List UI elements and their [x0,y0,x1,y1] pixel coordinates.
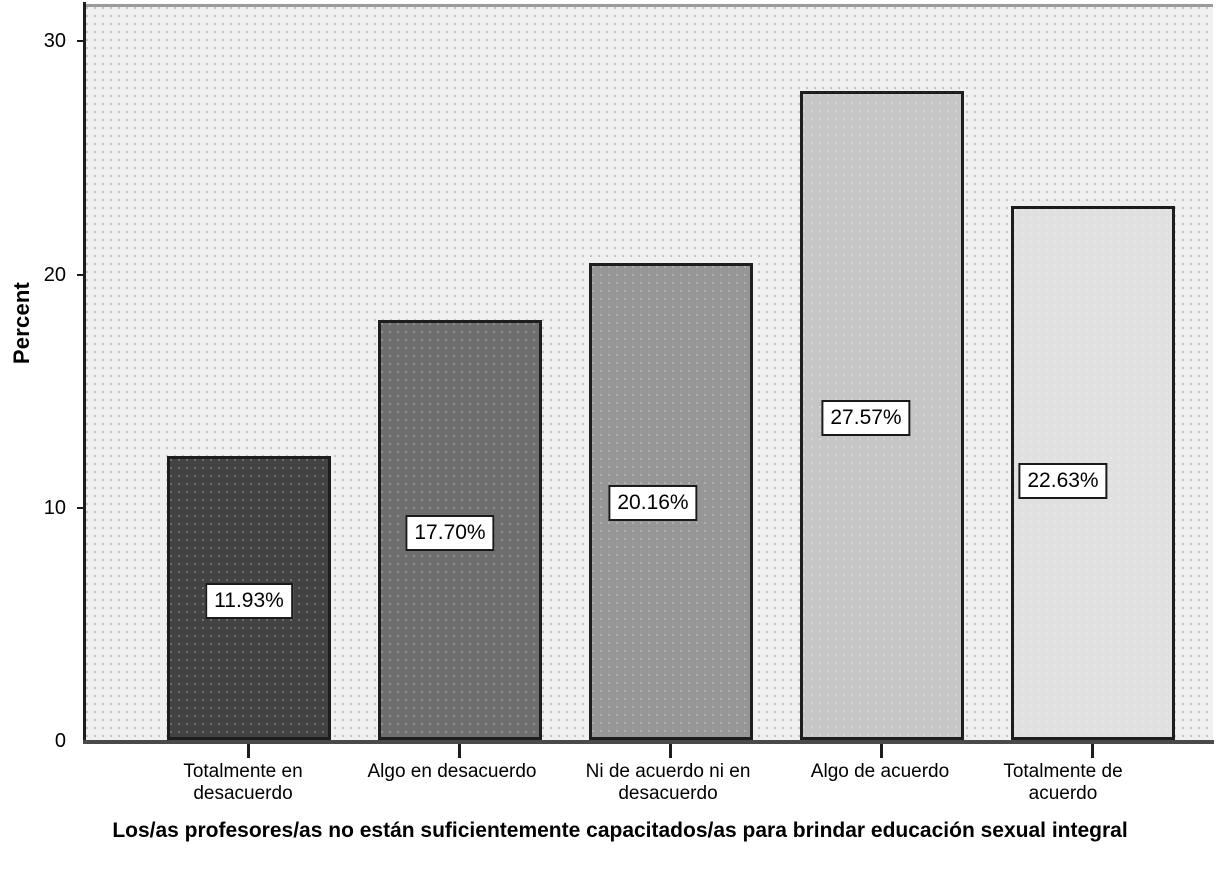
x-category-label-4: Algo de acuerdo [810,761,950,782]
data-label-4: 27.57% [821,400,911,436]
x-category-label-2: Algo en desacuerdo [367,761,537,782]
x-tick-mark-2 [458,744,461,758]
x-axis-title-line-1: Los/as profesores/as no están suficiente… [112,819,975,842]
x-category-label-1: Totalmente en desacuerdo [183,761,303,805]
x-tick-mark-4 [880,744,883,758]
x-axis-title: Los/as profesores/as no están suficiente… [60,818,1180,844]
y-tick-label-0: 0 [54,730,66,752]
y-tick-mark-10 [77,507,86,509]
x-axis-line [83,740,1214,744]
x-axis-title-line-2: sexual integral [980,819,1128,842]
x-category-label-5: Totalmente de acuerdo [1003,761,1123,805]
y-tick-mark-30 [77,40,86,42]
y-tick-label-20: 20 [43,264,66,286]
y-axis-line [83,2,86,742]
x-tick-mark-3 [669,744,672,758]
y-tick-label-10: 10 [43,497,66,519]
y-tick-mark-20 [77,274,86,276]
bar-totalmente-en-desacuerdo[interactable] [167,456,331,740]
data-label-2: 17.70% [405,515,495,551]
y-tick-label-30: 30 [43,30,66,52]
data-label-3: 20.16% [608,485,698,521]
data-label-1: 11.93% [205,583,293,619]
x-tick-mark-5 [1091,744,1094,758]
data-label-5: 22.63% [1018,463,1108,499]
x-category-label-3: Ni de acuerdo ni en desacuerdo [585,761,751,805]
x-tick-mark-1 [247,744,250,758]
